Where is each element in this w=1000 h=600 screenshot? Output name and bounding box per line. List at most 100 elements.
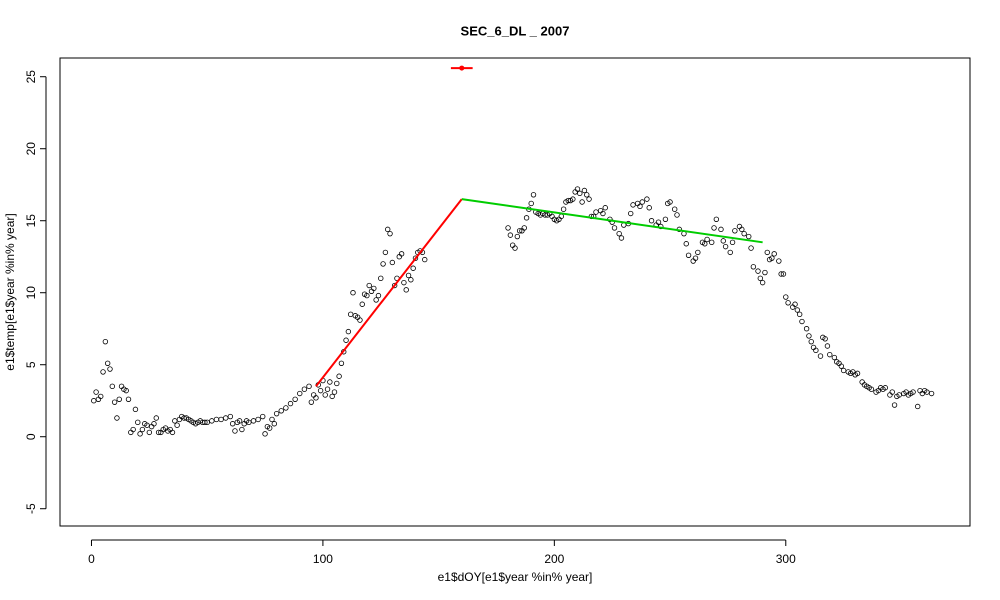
data-point <box>269 416 275 423</box>
data-point <box>343 337 349 343</box>
data-point <box>507 232 514 238</box>
data-point <box>378 275 384 282</box>
data-point <box>218 416 224 423</box>
y-tick-label: 5 <box>24 361 38 368</box>
data-point <box>172 418 178 424</box>
data-point <box>232 428 238 434</box>
data-point <box>98 393 104 400</box>
data-point <box>827 351 833 358</box>
data-point <box>776 258 782 264</box>
data-point <box>628 210 634 217</box>
data-point <box>646 205 652 211</box>
data-point <box>336 373 342 379</box>
data-point <box>139 426 146 433</box>
data-point <box>322 392 328 398</box>
data-point <box>764 249 770 256</box>
data-point <box>516 228 523 234</box>
data-point <box>757 275 764 282</box>
data-point <box>391 282 398 289</box>
data-point <box>882 385 888 391</box>
data-point <box>292 396 298 402</box>
data-point <box>116 396 122 402</box>
data-point <box>338 360 345 366</box>
data-point <box>713 216 720 222</box>
data-point <box>542 212 548 218</box>
data-point <box>334 380 340 387</box>
data-point <box>229 421 236 427</box>
data-point <box>574 186 581 192</box>
data-point <box>813 347 819 354</box>
data-point <box>720 238 726 244</box>
data-point <box>422 256 428 263</box>
data-point <box>581 187 588 194</box>
data-point <box>799 318 805 325</box>
data-point <box>137 431 143 437</box>
data-point <box>107 366 113 372</box>
data-point <box>806 333 812 339</box>
data-point <box>223 415 229 421</box>
data-point <box>273 410 280 417</box>
data-point <box>313 395 319 401</box>
x-tick-label: 0 <box>88 552 95 566</box>
x-tick-label: 300 <box>776 552 796 566</box>
data-point <box>746 233 752 240</box>
plot-box <box>59 57 971 527</box>
fit-line <box>461 198 763 244</box>
fit-line <box>315 198 463 387</box>
data-point <box>123 387 129 394</box>
data-point <box>405 272 412 279</box>
data-point <box>260 413 266 420</box>
data-point <box>104 360 111 366</box>
breakpoint <box>459 65 465 71</box>
data-point <box>385 226 391 233</box>
data-point <box>375 292 382 299</box>
data-point <box>928 390 935 397</box>
data-point <box>570 196 576 202</box>
data-point <box>709 239 715 246</box>
data-point <box>817 353 824 359</box>
data-point <box>718 226 724 233</box>
data-point <box>778 271 784 277</box>
data-point <box>924 389 930 395</box>
data-point <box>512 245 518 251</box>
data-point <box>655 219 662 225</box>
data-point <box>144 422 150 428</box>
data-point <box>255 416 261 423</box>
data-point <box>586 196 592 202</box>
y-tick-label: 0 <box>24 433 38 440</box>
chart-title: SEC_6_DL _ 2007 <box>461 23 570 38</box>
data-point <box>412 255 419 261</box>
data-point <box>151 421 157 427</box>
data-point <box>308 399 315 405</box>
data-point <box>732 228 738 234</box>
data-point <box>792 301 798 307</box>
data-point <box>181 415 187 421</box>
data-point <box>357 317 363 323</box>
data-point <box>910 389 916 395</box>
data-point <box>91 398 97 404</box>
data-point <box>327 379 333 385</box>
y-tick-label: 10 <box>24 286 38 300</box>
data-point <box>671 206 678 212</box>
y-tick-label: 15 <box>24 214 38 228</box>
data-point <box>739 226 745 233</box>
y-tick-label: 25 <box>24 70 38 84</box>
data-point <box>209 418 215 424</box>
data-point <box>109 383 116 390</box>
data-point <box>780 271 787 277</box>
data-point <box>896 392 902 398</box>
data-point <box>246 419 252 426</box>
data-point <box>408 277 414 283</box>
data-point <box>329 393 335 400</box>
data-point <box>683 241 689 247</box>
data-point <box>611 225 618 231</box>
data-point <box>521 225 527 231</box>
data-point <box>239 426 245 433</box>
data-point <box>584 192 590 198</box>
data-point <box>602 205 608 211</box>
data-point <box>135 419 141 426</box>
data-point <box>528 200 534 207</box>
data-point <box>114 415 120 421</box>
x-tick-label: 200 <box>544 552 564 566</box>
